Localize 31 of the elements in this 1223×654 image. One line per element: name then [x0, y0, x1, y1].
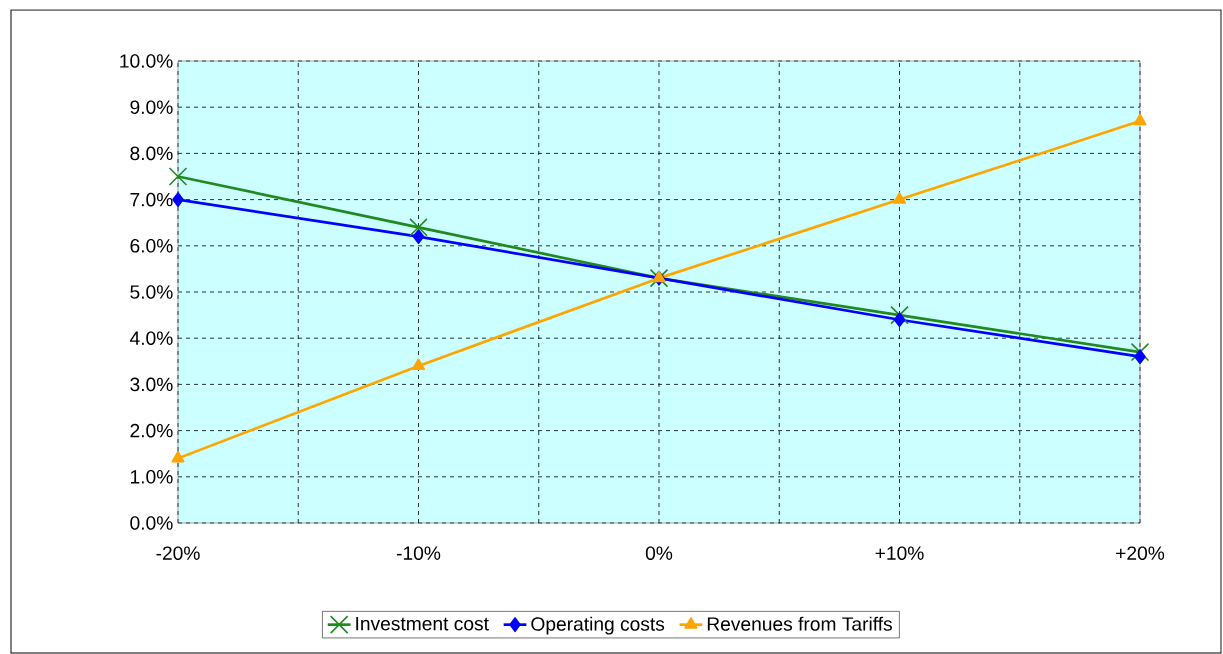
point [409, 218, 428, 237]
x-tick-label: -10% [396, 546, 441, 560]
legend-label: Operating costs [531, 616, 665, 635]
y-tick-label: 4.0% [129, 331, 173, 345]
point [171, 450, 185, 463]
y-tick-label: 9.0% [130, 100, 173, 114]
y-tick-label: 1.0% [131, 470, 173, 484]
legend-label: Revenues from Tariffs [707, 616, 892, 631]
y-tick-label: 6.0% [130, 239, 173, 253]
point [168, 167, 188, 186]
x-tick-label: +20% [1116, 546, 1165, 560]
point [412, 229, 425, 245]
y-tick-label: 3.0% [130, 377, 173, 392]
point [892, 192, 907, 204]
point [1133, 113, 1147, 126]
point [890, 305, 909, 325]
y-tick-label: 7.0% [130, 192, 173, 207]
y-tick-label: 10.0% [120, 54, 173, 68]
x-tick-label: 0% [645, 546, 673, 560]
y-tick-label: 5.0% [130, 285, 173, 299]
x-tick-label: -20% [156, 546, 200, 560]
point [1130, 342, 1150, 362]
point [893, 312, 906, 328]
legend-label: Investment cost [356, 617, 489, 631]
y-tick-label: 0.0% [130, 516, 173, 530]
y-tick-label: 2.0% [130, 423, 173, 438]
x-tick-label: +10% [875, 546, 924, 560]
y-tick-label: 8.0% [130, 146, 173, 161]
point [411, 358, 426, 371]
point [172, 192, 184, 208]
point [1134, 349, 1146, 365]
